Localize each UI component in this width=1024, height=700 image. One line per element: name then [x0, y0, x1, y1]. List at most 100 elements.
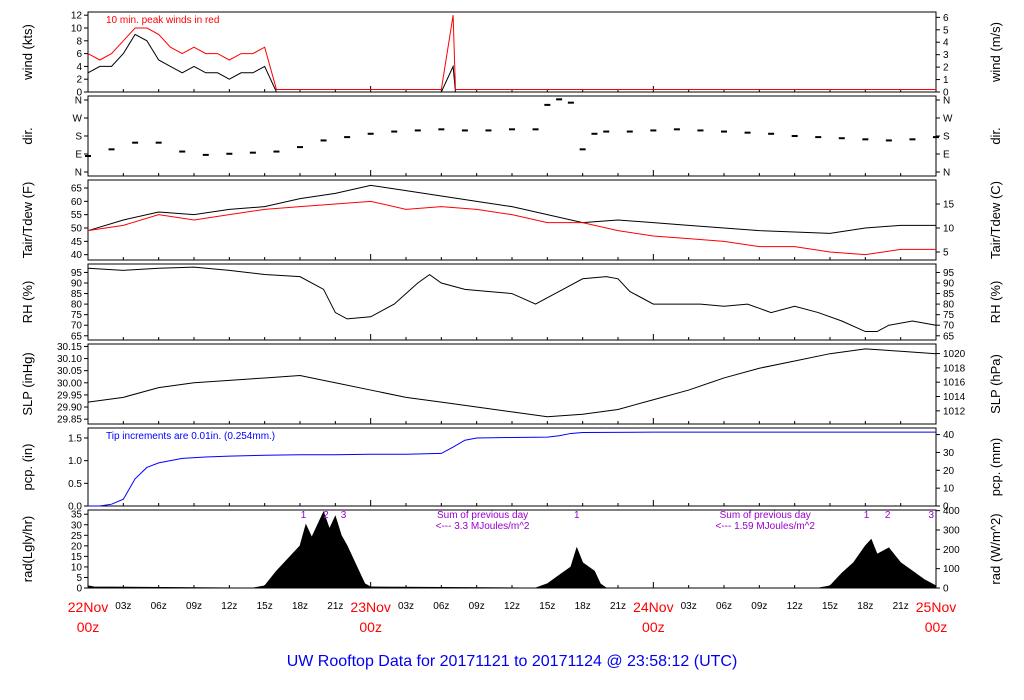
x-day-label: 23Nov	[350, 599, 390, 615]
series-Tdew	[87, 200, 936, 256]
right-tick-label: 80	[943, 300, 955, 311]
x-hour-label: 12z	[504, 601, 520, 612]
data-point	[721, 130, 727, 133]
data-point	[933, 136, 939, 139]
left-axis-title: wind (kts)	[20, 24, 35, 81]
left-axis-title: pcp. (in)	[20, 444, 35, 491]
data-point	[438, 128, 445, 131]
right-tick-label: 40	[943, 430, 955, 441]
x-hour-label: 09z	[186, 601, 202, 612]
data-point	[744, 131, 751, 134]
left-tick-label: 30.10	[57, 354, 82, 365]
x-hour-label: 03z	[398, 601, 414, 612]
right-tick-label: 1020	[943, 349, 966, 360]
data-point	[85, 155, 91, 157]
data-point	[461, 129, 468, 132]
x-hour-label: 21z	[893, 601, 909, 612]
right-tick-label: 0	[943, 584, 949, 595]
daily-sum-note-line1: Sum of previous day	[720, 510, 811, 521]
data-point	[108, 148, 115, 151]
right-axis-title: RH (%)	[988, 281, 1003, 324]
series-blue	[88, 431, 936, 507]
peak-marker: 2	[885, 510, 891, 521]
data-point	[297, 146, 303, 149]
data-point	[862, 138, 869, 141]
left-tick-label: 30.00	[57, 378, 82, 389]
right-axis-title: Tair/Tdew (C)	[988, 181, 1003, 259]
peak-marker: 2	[323, 510, 329, 521]
right-tick-label: 200	[943, 545, 960, 556]
data-point	[768, 132, 775, 135]
x-hour-label: 18z	[575, 601, 591, 612]
left-tick-label: 0	[76, 88, 82, 99]
data-point	[885, 139, 892, 142]
right-tick-label: 10	[943, 484, 955, 495]
data-point	[155, 141, 162, 144]
left-tick-label: 12	[71, 11, 83, 22]
left-tick-label: 65	[71, 331, 83, 342]
panel-annotation: 10 min. peak winds in red	[106, 15, 219, 26]
right-tick-label: 2	[943, 63, 949, 74]
right-tick-label: S	[943, 132, 950, 143]
x-hour-label: 09z	[751, 601, 767, 612]
right-tick-label: 5	[943, 248, 949, 259]
data-point	[591, 132, 598, 135]
x-day-hour-label: 00z	[925, 619, 948, 635]
x-hour-label: 09z	[469, 601, 485, 612]
peak-marker: 3	[341, 510, 347, 521]
left-tick-label: 29.90	[57, 403, 82, 414]
x-hour-label: 18z	[292, 601, 308, 612]
right-tick-label: 65	[943, 331, 955, 342]
left-tick-label: 35	[71, 510, 83, 521]
daily-sum-note-line2: <--- 1.59 MJoules/m^2	[715, 521, 815, 532]
right-tick-label: N	[943, 168, 950, 179]
right-tick-label: 75	[943, 310, 955, 321]
data-point	[603, 130, 610, 133]
left-tick-label: 45	[71, 237, 83, 248]
x-day-hour-label: 00z	[642, 619, 665, 635]
left-tick-label: 75	[71, 310, 83, 321]
right-axis-title: SLP (hPa)	[988, 354, 1003, 414]
right-tick-label: 1016	[943, 378, 966, 389]
left-tick-label: 95	[71, 268, 83, 279]
x-day-label: 22Nov	[68, 599, 108, 615]
right-tick-label: 90	[943, 279, 955, 290]
data-point	[626, 130, 633, 133]
left-tick-label: 30.05	[57, 366, 82, 377]
data-point	[556, 98, 563, 101]
x-day-hour-label: 00z	[359, 619, 382, 635]
panel-temp: 40 45 50 55 60 65 5 10 15 Tair/Tdew (F) Tair/Tdew …	[20, 179, 1003, 261]
left-tick-label: 10	[71, 562, 83, 573]
right-tick-label: 70	[943, 321, 955, 332]
right-axis-title: dir.	[988, 127, 1003, 144]
x-hour-label: 03z	[115, 601, 131, 612]
data-point	[273, 150, 280, 153]
data-point	[838, 137, 845, 140]
data-point	[532, 128, 539, 131]
data-point	[202, 153, 209, 156]
left-tick-label: 30.15	[57, 342, 82, 353]
right-tick-label: 30	[943, 448, 955, 459]
data-point	[544, 103, 551, 106]
right-tick-label: W	[943, 114, 953, 125]
left-tick-label: 0	[76, 584, 82, 595]
left-tick-label: 0.0	[68, 502, 82, 513]
peak-marker: 1	[864, 510, 870, 521]
x-axis: 03z 06z 09z 12z 15z 18z 21z 03z 06z 09z 12z 15z 18z 2…	[68, 599, 956, 635]
data-point	[509, 128, 515, 131]
left-tick-label: 10	[71, 24, 83, 35]
x-hour-label: 06z	[433, 601, 449, 612]
right-tick-label: 1	[943, 75, 949, 86]
series-Tair	[87, 184, 936, 234]
panel-annotation: Tip increments are 0.01in. (0.254mm.)	[106, 431, 275, 442]
left-tick-label: 90	[71, 279, 83, 290]
data-point	[909, 138, 916, 141]
left-tick-label: 29.85	[57, 415, 82, 426]
left-tick-label: 70	[71, 321, 83, 332]
data-point	[226, 152, 233, 155]
peak-marker: 1	[301, 510, 307, 521]
series-black	[87, 33, 936, 93]
